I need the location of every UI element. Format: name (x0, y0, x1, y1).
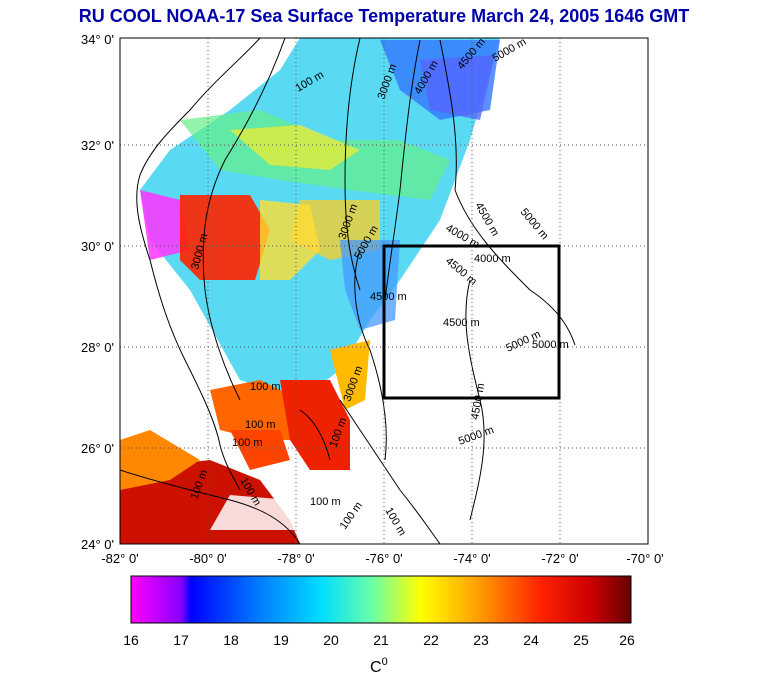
contour-label: 100 m (382, 506, 408, 538)
contour-label: 100 m (250, 381, 281, 393)
lon-tick-label: -78° 0' (277, 551, 314, 566)
lat-tick-label: 28° 0' (81, 340, 114, 355)
colorbar-tick-label: 22 (423, 632, 439, 648)
contour-label: 5000 m (532, 339, 569, 351)
colorbar-tick-label: 21 (373, 632, 389, 648)
contour-label: 100 m (245, 419, 276, 431)
coastline (120, 38, 576, 544)
colorbar-tick-label: 23 (473, 632, 489, 648)
map-frame (119, 37, 649, 545)
contour-label: 4500 m (472, 201, 501, 239)
lon-tick-label: -70° 0' (626, 551, 663, 566)
contour-label: 100 m (310, 496, 341, 508)
colorbar-tick-label: 17 (173, 632, 189, 648)
region-box (382, 244, 561, 400)
lon-tick-label: -76° 0' (365, 551, 402, 566)
lon-tick-label: -80° 0' (189, 551, 226, 566)
colorbar-tick-label: 24 (523, 632, 539, 648)
lon-tick-label: -72° 0' (541, 551, 578, 566)
lat-tick-label: 34° 0' (81, 32, 114, 47)
colorbar-tick-label: 19 (273, 632, 289, 648)
colorbar-tick-label: 18 (223, 632, 239, 648)
lat-tick-label: 32° 0' (81, 138, 114, 153)
contour-label: 100 m (232, 437, 263, 449)
lon-axis: -82° 0' -80° 0' -78° 0' -76° 0' -74° 0' … (101, 551, 663, 566)
lon-tick-label: -74° 0' (453, 551, 490, 566)
contour-label: 100 m (338, 500, 365, 532)
contour-label: 5000 m (518, 206, 551, 242)
lat-tick-label: 24° 0' (81, 537, 114, 552)
lat-tick-label: 30° 0' (81, 239, 114, 254)
sst-field (120, 38, 500, 544)
colorbar-tick-label: 26 (619, 632, 635, 648)
colorbar-tick-label: 20 (323, 632, 339, 648)
contour-label: 4000 m (474, 253, 511, 265)
lat-tick-label: 26° 0' (81, 441, 114, 456)
contour-label: 4500 m (370, 291, 407, 303)
colorbar-ticks: 16 17 18 19 20 21 22 23 24 25 26 (123, 632, 635, 648)
colorbar-unit-label: C0 (370, 656, 388, 676)
map-title: RU COOL NOAA-17 Sea Surface Temperature … (78, 6, 690, 26)
lat-axis: 34° 0' 32° 0' 30° 0' 28° 0' 26° 0' 24° 0… (81, 32, 114, 552)
contour-label: 4500 m (443, 317, 480, 329)
lon-tick-label: -82° 0' (101, 551, 138, 566)
colorbar-tick-label: 25 (573, 632, 589, 648)
contour-label: 4500 m (469, 382, 487, 420)
colorbar (130, 575, 632, 624)
contour-label: 5000 m (457, 424, 496, 448)
colorbar-tick-label: 16 (123, 632, 139, 648)
